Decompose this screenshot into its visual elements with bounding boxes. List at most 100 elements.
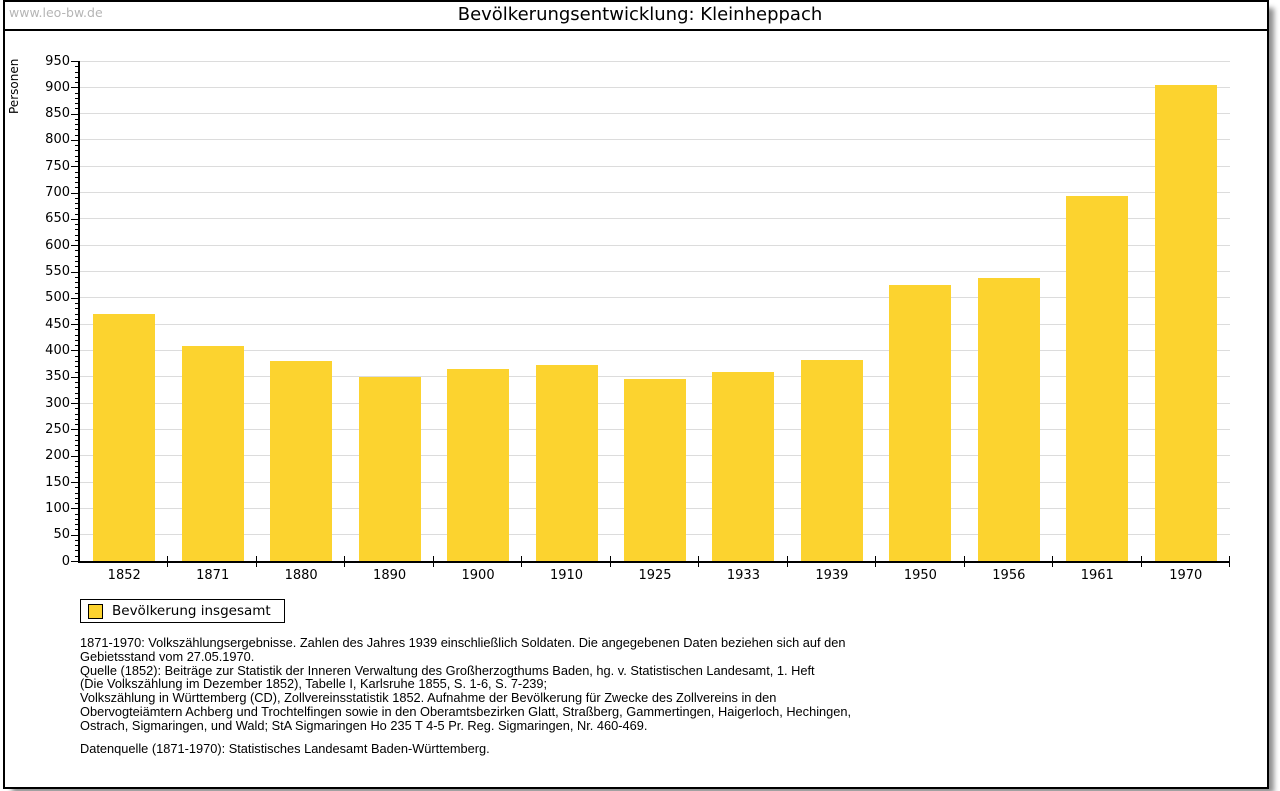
y-tick-label: 400 [45,342,70,358]
y-tick-minor [75,539,79,541]
y-tick-major [71,218,78,220]
gridline-400 [80,349,1230,351]
x-axis-tick [255,556,257,567]
footnote-line: 1871-1970: Volkszählungsergebnisse. Zahl… [80,635,846,650]
y-tick-minor [75,529,79,531]
x-axis-tick [432,556,434,567]
y-tick-minor [75,524,79,526]
header-divider [3,29,1269,31]
y-tick-minor [75,171,79,173]
y-tick-minor [75,387,79,389]
y-tick-minor [75,445,79,447]
y-tick-minor [75,266,79,268]
y-tick-label: 750 [45,158,70,174]
y-tick-minor [75,224,79,226]
datasource-line: Datenquelle (1871-1970): Statistisches L… [80,741,490,756]
bar-1970 [1154,85,1217,561]
x-tick-label: 1890 [373,568,407,583]
legend: Bevölkerung insgesamt [80,599,285,623]
y-axis-title: Personen [7,58,21,114]
y-tick-minor [75,361,79,362]
bar-1950 [889,285,952,561]
y-tick-major [71,271,78,273]
y-tick-minor [75,71,79,73]
y-tick-major [71,561,78,562]
legend-swatch-icon [88,603,103,619]
y-tick-major [71,403,78,405]
x-tick-label: 1871 [196,568,230,583]
gridline-650 [80,218,1230,220]
footnote-block: 1871-1970: Volkszählungsergebnisse. Zahl… [80,636,1240,733]
x-tick-label: 1852 [107,568,141,583]
y-tick-minor [75,466,79,468]
bar-1939 [800,360,863,561]
y-tick-minor [75,418,79,420]
gridline-350 [80,376,1230,378]
y-tick-minor [75,329,79,331]
y-tick-minor [75,287,79,289]
y-tick-minor [75,487,79,489]
y-tick-label: 450 [45,316,70,332]
x-axis-tick [521,556,523,567]
x-axis-tick [963,556,965,567]
footnote-line: (Die Volkszählung im Dezember 1852), Tab… [80,676,548,692]
x-tick-label: 1900 [461,568,495,583]
footnote-line: Quelle (1852): Beiträge zur Statistik de… [80,662,815,678]
x-tick-label: 1950 [903,568,937,583]
y-tick-label: 250 [45,421,70,437]
x-tick-label: 1939 [815,568,849,583]
y-tick-minor [75,355,79,357]
y-tick-major [71,350,78,352]
y-tick-minor [75,108,79,110]
y-tick-minor [75,66,79,68]
y-tick-minor [75,345,79,347]
y-tick-minor [75,439,79,441]
bar-1925 [624,379,686,561]
y-tick-label: 600 [45,237,70,253]
x-axis-tick [1229,556,1230,567]
legend-label: Bevölkerung insgesamt [112,603,271,619]
y-tick-label: 500 [45,290,70,306]
y-tick-minor [75,408,79,410]
footnote-line: Gebietsstand vom 27.05.1970. [80,648,255,664]
gridline-450 [80,323,1230,325]
y-tick-major [71,245,78,247]
y-tick-label: 800 [45,132,70,148]
y-tick-label: 650 [45,211,70,227]
x-axis-tick [1052,556,1054,567]
y-tick-minor [75,155,79,157]
x-axis-tick [875,556,877,567]
x-tick-label: 1933 [726,568,760,583]
y-tick-major [71,166,78,168]
y-tick-minor [75,434,79,436]
y-tick-minor [75,550,79,552]
y-tick-minor [75,76,79,78]
y-tick-minor [75,145,79,147]
plot-area: 0 50 100 150 200 250 300 350 400 450 500 550 600 650 7… [45,54,1230,583]
y-tick-label: 950 [45,53,70,69]
y-tick-minor [75,461,79,462]
bar-1910 [535,365,598,561]
y-tick-minor [75,187,79,189]
x-tick-label: 1910 [549,568,584,583]
x-tick-label: 1925 [638,568,672,583]
x-tick-label: 1970 [1169,568,1203,583]
y-tick-minor [75,129,79,131]
y-tick-label: 900 [45,79,70,95]
x-tick-label: 1956 [992,568,1026,583]
x-tick-label: 1961 [1080,568,1114,583]
x-axis-tick [1140,556,1142,567]
gridline-900 [80,86,1230,88]
x-axis-tick [609,556,611,567]
x-axis-tick [344,556,346,567]
y-tick-major [71,324,78,326]
footnote-line: Volkszählung in Württemberg (CD), Zollve… [80,690,777,706]
y-tick-minor [75,134,79,136]
bar-1852 [93,314,156,561]
bar-1890 [358,377,421,561]
y-tick-minor [75,176,79,178]
y-tick-minor [75,313,79,315]
y-tick-minor [75,161,79,162]
y-tick-label: 200 [45,448,70,464]
y-tick-minor [75,308,79,310]
